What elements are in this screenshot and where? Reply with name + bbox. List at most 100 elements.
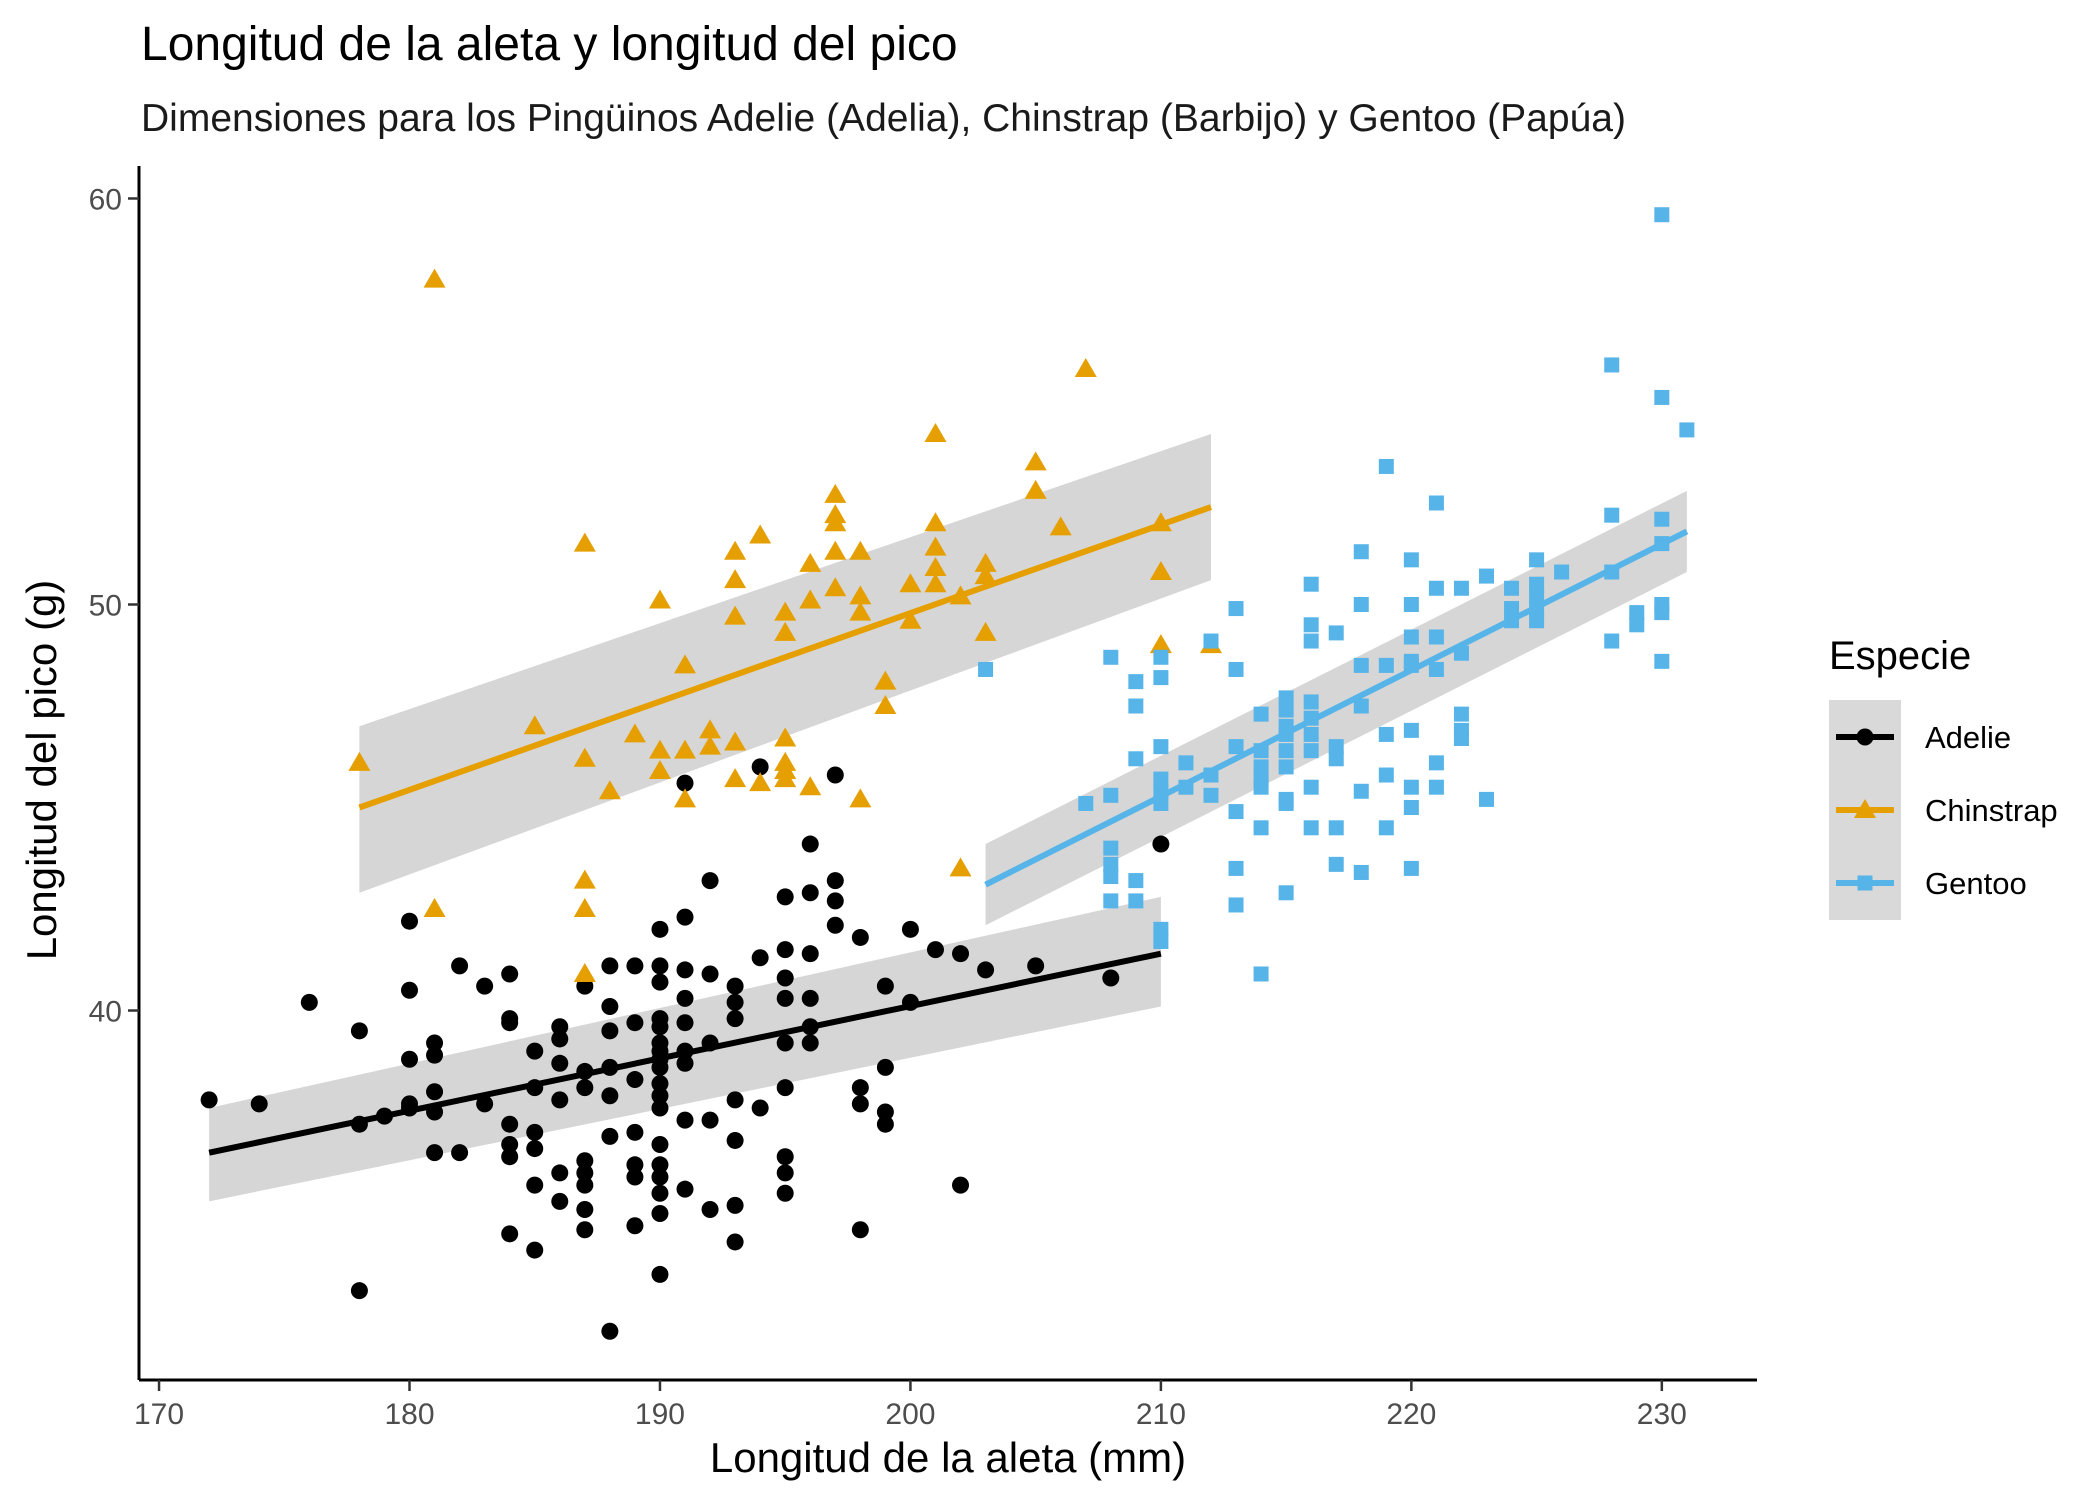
point-chinstrap (598, 780, 621, 800)
point-adelie (576, 1079, 594, 1097)
point-gentoo (1278, 690, 1294, 706)
point-adelie (726, 1091, 744, 1109)
point-gentoo (1428, 629, 1444, 645)
point-gentoo (1228, 739, 1244, 755)
point-gentoo (1654, 605, 1670, 621)
point-chinstrap (749, 524, 772, 544)
point-adelie (977, 961, 995, 979)
point-adelie (451, 957, 469, 975)
point-adelie (826, 892, 844, 910)
point-adelie (501, 1225, 519, 1243)
point-adelie (651, 957, 669, 975)
point-adelie (551, 1192, 569, 1210)
point-gentoo (1103, 840, 1119, 856)
point-adelie (876, 977, 894, 995)
point-gentoo (1278, 795, 1294, 811)
point-adelie (826, 766, 844, 784)
point-adelie (801, 945, 819, 963)
point-adelie (676, 1014, 694, 1032)
point-adelie (626, 1071, 644, 1089)
point-adelie (300, 993, 318, 1011)
point-gentoo (1278, 743, 1294, 759)
legend-marker-chinstrap (1854, 799, 1876, 818)
point-adelie (851, 1079, 869, 1097)
point-adelie (200, 1091, 218, 1109)
point-adelie (851, 928, 869, 946)
point-adelie (751, 1099, 769, 1117)
point-adelie (426, 1034, 444, 1052)
y-axis-title: Longitud del pico (g) (18, 580, 65, 961)
point-gentoo (1278, 885, 1294, 901)
point-gentoo (1303, 726, 1319, 742)
point-adelie (526, 1140, 544, 1158)
point-adelie (426, 1083, 444, 1101)
point-adelie (626, 1156, 644, 1174)
x-axis-ticks: 170 180 190 200 210 220 230 (134, 1380, 1687, 1431)
point-chinstrap (949, 857, 972, 877)
point-chinstrap (824, 540, 847, 560)
point-adelie (776, 1148, 794, 1166)
point-gentoo (1103, 649, 1119, 665)
point-chinstrap (1149, 634, 1172, 654)
point-adelie (701, 872, 719, 890)
point-adelie (651, 920, 669, 938)
point-adelie (451, 1144, 469, 1162)
point-adelie (626, 1217, 644, 1235)
legend-marker-adelie (1856, 728, 1874, 746)
point-chinstrap (724, 731, 747, 751)
y-tick-label: 40 (89, 996, 122, 1029)
point-chinstrap (573, 898, 596, 918)
point-adelie (401, 912, 419, 930)
point-adelie (651, 1058, 669, 1076)
point-chinstrap (573, 747, 596, 767)
point-adelie (526, 1176, 544, 1194)
point-adelie (726, 1131, 744, 1149)
point-gentoo (1228, 661, 1244, 677)
point-gentoo (1278, 702, 1294, 718)
legend-title: Especie (1829, 634, 1971, 678)
point-adelie (501, 1014, 519, 1032)
point-gentoo (1328, 739, 1344, 755)
point-adelie (776, 969, 794, 987)
point-adelie (826, 872, 844, 890)
point-gentoo (1478, 568, 1494, 584)
point-chinstrap (523, 715, 546, 735)
point-adelie (876, 1115, 894, 1133)
point-chinstrap (774, 601, 797, 621)
point-chinstrap (1024, 479, 1047, 499)
point-gentoo (1153, 921, 1169, 937)
point-adelie (350, 1022, 368, 1040)
point-adelie (701, 1111, 719, 1129)
point-gentoo (1128, 751, 1144, 767)
point-adelie (801, 1034, 819, 1052)
point-gentoo (1303, 694, 1319, 710)
x-tick-label: 180 (384, 1398, 434, 1431)
point-chinstrap (924, 422, 947, 442)
point-adelie (526, 1123, 544, 1141)
point-chinstrap (799, 589, 822, 609)
point-chinstrap (674, 739, 697, 759)
point-adelie (350, 1282, 368, 1300)
point-gentoo (1604, 357, 1620, 373)
point-chinstrap (824, 577, 847, 597)
point-adelie (651, 1265, 669, 1283)
point-chinstrap (573, 869, 596, 889)
point-adelie (801, 835, 819, 853)
point-gentoo (1654, 207, 1670, 223)
point-adelie (651, 1156, 669, 1174)
point-adelie (576, 1164, 594, 1182)
point-adelie (501, 1115, 519, 1133)
point-gentoo (1453, 706, 1469, 722)
point-gentoo (1153, 933, 1169, 949)
point-gentoo (1504, 601, 1520, 617)
chart-title: Longitud de la aleta y longitud del pico (141, 18, 958, 71)
point-chinstrap (648, 759, 671, 779)
point-gentoo (1303, 633, 1319, 649)
point-adelie (576, 1221, 594, 1239)
point-chinstrap (799, 552, 822, 572)
point-chinstrap (348, 751, 371, 771)
point-chinstrap (774, 768, 797, 788)
point-adelie (476, 1095, 494, 1113)
point-gentoo (1153, 649, 1169, 665)
point-adelie (576, 1200, 594, 1218)
